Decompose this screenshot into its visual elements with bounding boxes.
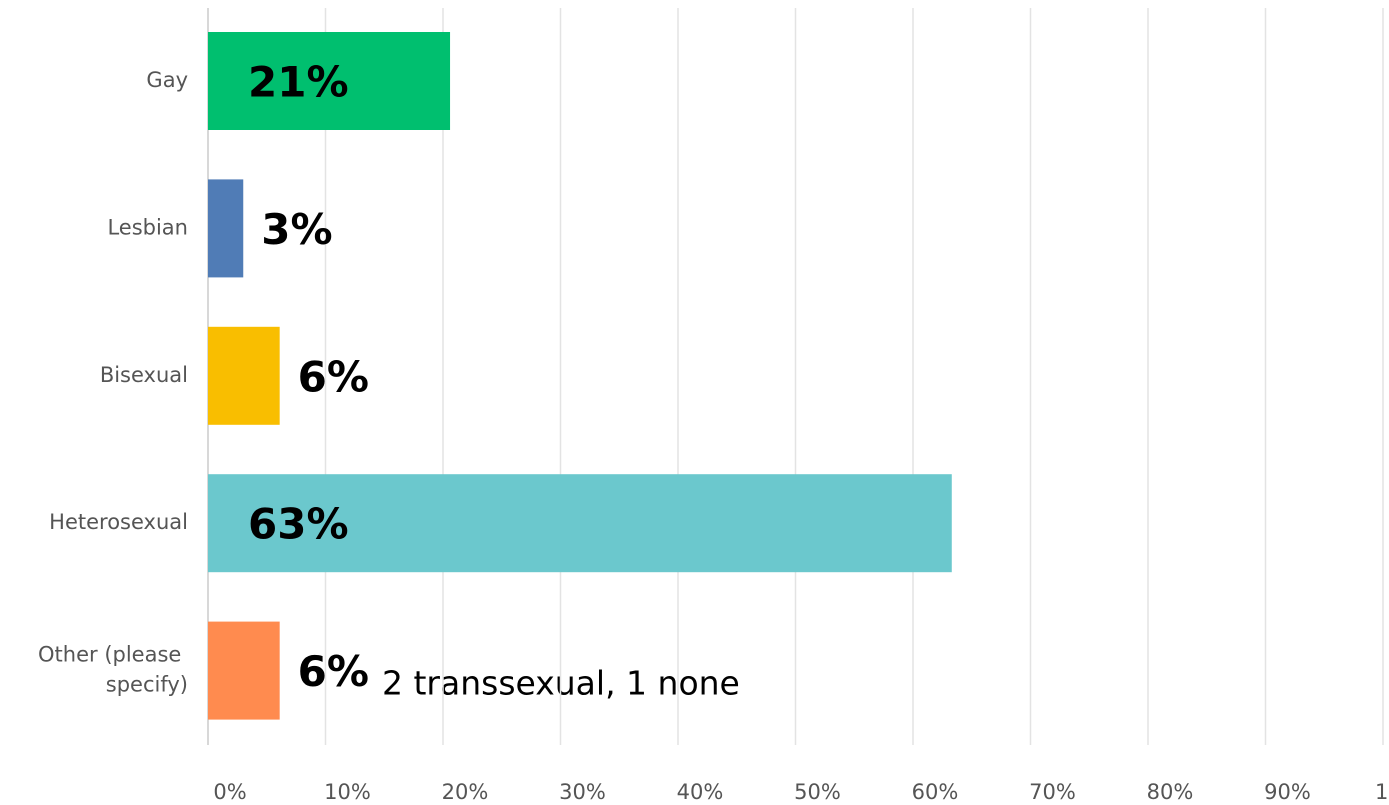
bar — [208, 32, 451, 130]
x-tick-label: 0% — [213, 780, 246, 804]
value-label: 21% — [248, 58, 349, 107]
value-label: 6% — [298, 647, 369, 696]
bar — [208, 326, 280, 425]
value-label: 63% — [248, 500, 349, 549]
x-tick-label: 80% — [1147, 780, 1194, 804]
x-tick-label: 40% — [677, 780, 724, 804]
category-label-line: Other (please — [38, 643, 188, 667]
x-tick-label: 10% — [324, 780, 371, 804]
category-label: Other (please specify) — [38, 643, 188, 697]
x-tick-label: 90% — [1264, 780, 1311, 804]
category-label-line: specify) — [106, 673, 188, 697]
value-label: 6% — [298, 352, 369, 401]
x-tick-label: 60% — [912, 780, 959, 804]
x-tick-label: 100% — [1375, 780, 1389, 804]
x-tick-label: 50% — [794, 780, 841, 804]
bar — [208, 474, 952, 573]
category-label: Gay — [146, 68, 188, 92]
x-tick-label: 30% — [559, 780, 606, 804]
x-tick-label: 70% — [1029, 780, 1076, 804]
x-tick-label: 20% — [442, 780, 489, 804]
category-label: Lesbian — [107, 215, 188, 239]
bar — [208, 621, 280, 720]
bar — [208, 179, 244, 278]
value-label: 3% — [261, 205, 332, 254]
category-label: Heterosexual — [49, 510, 188, 534]
category-label: Bisexual — [100, 363, 188, 387]
